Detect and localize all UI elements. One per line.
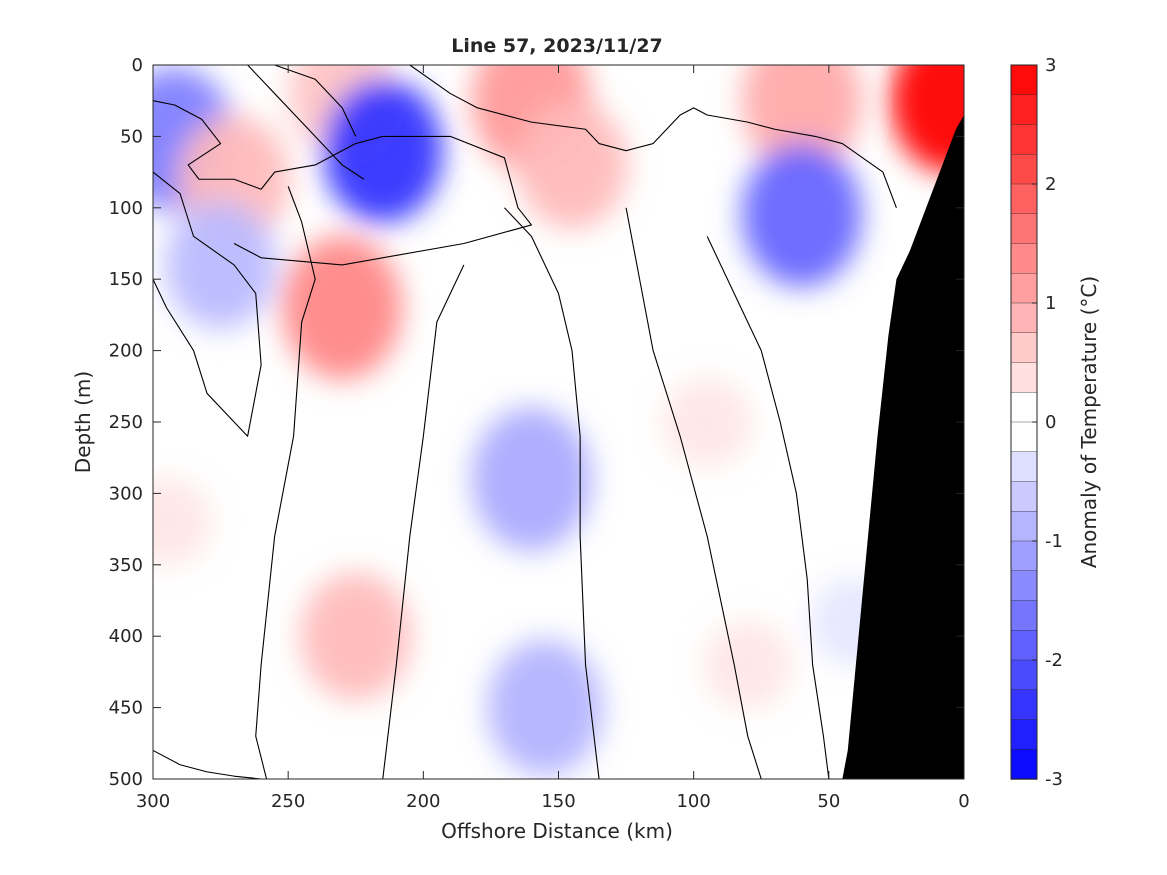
y-tick-label: 50 [120,126,143,147]
y-tick-label: 100 [109,198,143,219]
zero-contour-line [382,264,465,779]
colorbar-bin [1010,243,1038,274]
anomaly-feature [153,477,212,566]
colorbar-bin [1010,183,1038,215]
x-tick-label: 0 [958,791,969,812]
x-tick-label: 50 [817,791,840,812]
anomaly-feature [322,78,443,223]
colorbar-bin [1010,154,1038,185]
colorbar-label: Anomaly of Temperature (°C) [1077,276,1101,568]
y-tick-label: 250 [109,412,143,433]
y-tick-label: 500 [109,769,143,790]
anomaly-feature [703,620,793,709]
anomaly-feature [741,142,862,287]
colorbar-tick-label: 1 [1045,293,1056,314]
anomaly-feature [741,65,862,173]
colorbar-tick-label: 3 [1045,55,1056,76]
colorbar-bin [1010,362,1038,393]
y-axis-label: Depth (m) [71,371,95,473]
zero-contour-line [409,65,897,208]
y-tick-label: 200 [109,341,143,362]
anomaly-feature [300,572,412,701]
colorbar-bin [1010,659,1038,691]
zero-contour-line [274,65,357,137]
colorbar-bin [1010,600,1038,631]
colorbar-bin [1010,64,1038,96]
zero-contour-line [255,186,316,779]
colorbar-tick-label: -3 [1045,769,1063,790]
colorbar-bin [1010,570,1038,602]
colorbar-tick-label: -1 [1045,531,1063,552]
zero-contour-line [247,65,365,180]
x-axis: 300 250 200 150 100 50 0 [136,65,970,812]
x-axis-label: Offshore Distance (km) [441,819,673,843]
colorbar-bin [1010,302,1038,334]
colorbar-bin [1010,421,1038,453]
anomaly-feature [516,100,628,229]
y-tick-label: 0 [132,55,143,76]
x-tick-label: 100 [676,791,710,812]
colorbar-bin [1010,719,1038,750]
zero-contour-line [153,749,262,779]
x-tick-label: 200 [406,791,440,812]
colorbar: 3 2 1 0 -1 -2 -3 Anomaly of Temperature (°C) [1010,55,1101,790]
anomaly-feature [487,639,603,776]
chart-title: Line 57, 2023/11/27 [451,35,663,57]
anomaly-field [153,65,964,776]
colorbar-bins [1010,64,1038,780]
zero-contour-line [706,236,830,779]
colorbar-bin [1010,511,1038,542]
colorbar-bin [1010,540,1038,572]
colorbar-tick-label: 2 [1045,174,1056,195]
anomaly-feature [164,200,277,329]
anomaly-feature [662,378,752,466]
y-axis: 0 50 100 150 200 250 300 350 400 450 500 [109,55,964,790]
colorbar-bin [1010,392,1038,423]
x-tick-label: 300 [136,791,170,812]
x-tick-label: 250 [271,791,305,812]
zero-contour-line [504,207,600,779]
colorbar-bin [1010,749,1038,780]
colorbar-bin [1010,332,1038,364]
colorbar-bin [1010,213,1038,245]
y-tick-label: 400 [109,626,143,647]
colorbar-ticks: 3 2 1 0 -1 -2 -3 [1032,55,1063,790]
y-tick-label: 350 [109,555,143,576]
colorbar-tick-label: -2 [1045,650,1063,671]
colorbar-bin [1010,481,1038,512]
colorbar-bin [1010,124,1038,155]
y-tick-label: 300 [109,483,143,504]
anomaly-feature [282,235,403,380]
colorbar-bin [1010,689,1038,721]
anomaly-blobs [153,65,964,776]
zero-contour-line [153,171,262,437]
bathymetry [842,114,964,779]
colorbar-bin [1010,630,1038,661]
anomaly-feature [471,407,592,552]
colorbar-bin [1010,273,1038,304]
plot-area [152,64,965,780]
colorbar-bin [1010,451,1038,483]
anomaly-feature [890,65,964,173]
colorbar-tick-label: 0 [1045,412,1056,433]
zero-contours [153,65,897,779]
y-tick-label: 450 [109,698,143,719]
x-tick-label: 150 [541,791,575,812]
y-tick-label: 150 [109,269,143,290]
zero-contour-line [153,100,533,266]
colorbar-bin [1010,94,1038,126]
zero-contour-line [625,207,762,779]
